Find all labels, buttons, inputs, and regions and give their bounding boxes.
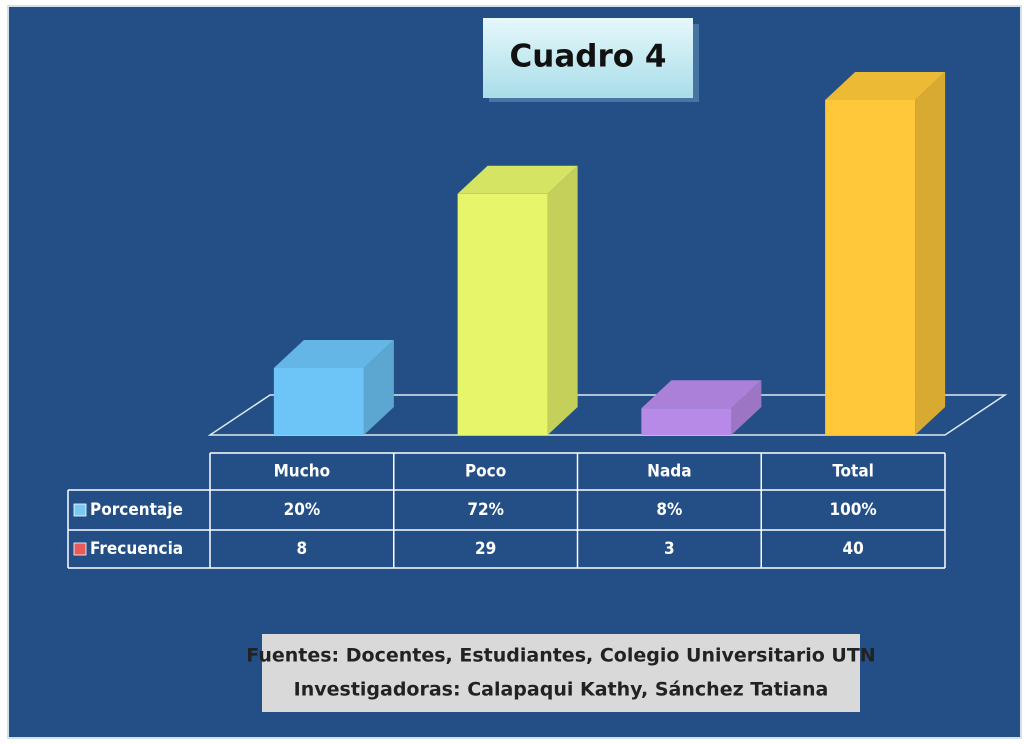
- notes-box: [262, 634, 860, 712]
- legend-marker: [73, 503, 87, 517]
- note: Investigadoras: Calapaqui Kathy, Sánchez…: [294, 679, 829, 701]
- legend-marker: [73, 542, 87, 556]
- bar-top: [825, 72, 946, 100]
- bar: [641, 408, 732, 435]
- bar-top: [457, 165, 578, 194]
- legend-label: Frecuencia: [90, 539, 183, 559]
- table-value: 3: [664, 539, 675, 559]
- bar: [273, 368, 364, 435]
- table-value: 20%: [284, 500, 321, 520]
- bar-side: [915, 72, 946, 435]
- category-label: Total: [832, 462, 874, 482]
- category-label: Nada: [647, 462, 691, 482]
- table-value: 40: [842, 539, 863, 559]
- table-value: 72%: [467, 500, 504, 520]
- category-label: Poco: [465, 462, 506, 482]
- title-box: [483, 18, 693, 98]
- bar: [825, 100, 916, 435]
- legend-label: Porcentaje: [90, 500, 183, 520]
- table-value: 100%: [830, 500, 877, 520]
- bar-side: [731, 380, 762, 435]
- category-label: Mucho: [274, 462, 331, 482]
- bar-top: [273, 340, 394, 368]
- chart-title: Cuadro 4: [510, 39, 667, 75]
- bar: [457, 193, 548, 435]
- table-value: 8%: [656, 500, 682, 520]
- bar-side: [363, 340, 394, 435]
- table-value: 8: [297, 539, 308, 559]
- table-value: 29: [475, 539, 496, 559]
- bar-side: [547, 165, 578, 436]
- bar-top: [641, 380, 762, 409]
- note: Fuentes: Docentes, Estudiantes, Colegio …: [246, 645, 875, 667]
